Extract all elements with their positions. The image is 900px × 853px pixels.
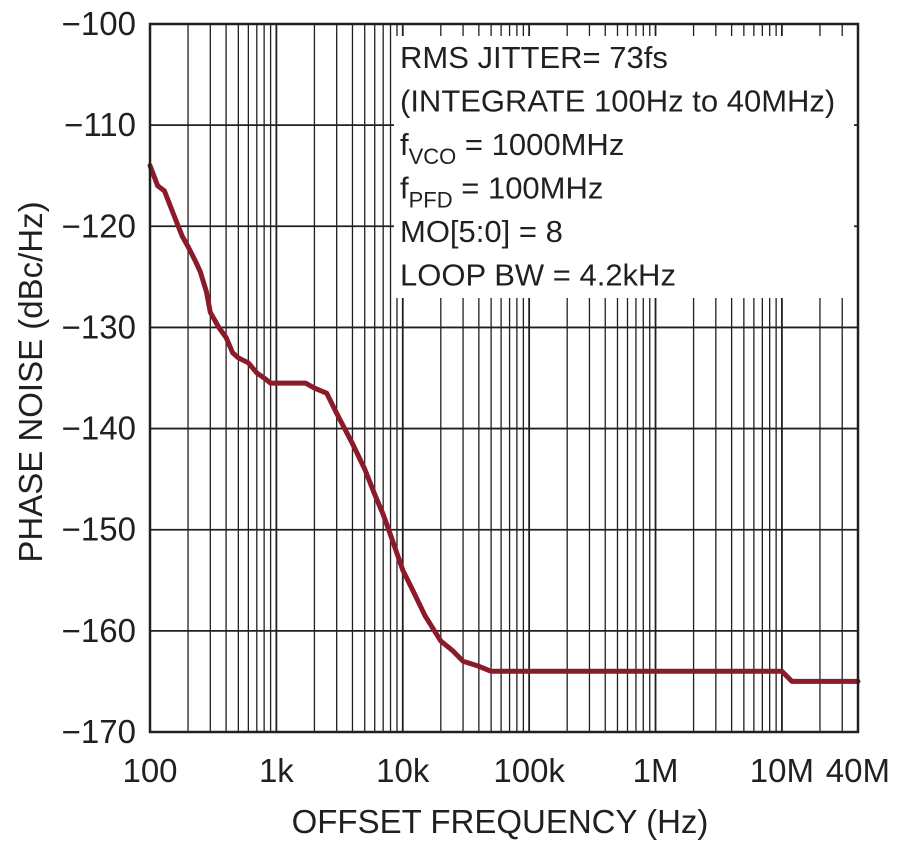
x-tick-labels: 100 1k 10k 100k 1M 10M 40M — [122, 752, 890, 789]
plot-frame — [148, 22, 860, 734]
x-tick-label: 40M — [826, 752, 890, 789]
y-tick-labels: −100 −110 −120 −130 −140 −150 −160 −170 — [62, 5, 136, 750]
annotation-line: fPFD = 100MHz — [400, 171, 603, 213]
x-tick-label: 10k — [376, 752, 430, 789]
x-axis-title: OFFSET FREQUENCY (Hz) — [292, 803, 709, 840]
x-tick-label: 100 — [122, 752, 177, 789]
annotation-line: LOOP BW = 4.2kHz — [400, 258, 676, 293]
series-group — [147, 163, 861, 684]
annotation-line: fVCO = 1000MHz — [400, 127, 624, 169]
x-tick-label: 1M — [633, 752, 679, 789]
x-tick-label: 1k — [259, 752, 294, 789]
annotation-line: (INTEGRATE 100Hz to 40MHz) — [400, 84, 835, 119]
annotation-line: MO[5:0] = 8 — [400, 214, 563, 249]
y-tick-label: −110 — [64, 106, 136, 143]
x-tick-label: 100k — [493, 752, 565, 789]
y-tick-label: −120 — [62, 207, 136, 244]
phase-noise-line — [147, 163, 861, 684]
annotation-background — [394, 36, 854, 298]
y-tick-label: −150 — [62, 511, 136, 548]
y-tick-label: −160 — [62, 612, 136, 649]
y-tick-label: −170 — [62, 713, 136, 750]
y-tick-label: −100 — [62, 5, 136, 42]
y-axis-title: PHASE NOISE (dBc/Hz) — [12, 201, 49, 562]
annotation-line: RMS JITTER= 73fs — [400, 40, 668, 75]
grid — [150, 24, 859, 732]
y-tick-label: −140 — [62, 410, 136, 447]
x-tick-label: 10M — [750, 752, 814, 789]
y-tick-label: −130 — [62, 308, 136, 345]
annotation-box: RMS JITTER= 73fs (INTEGRATE 100Hz to 40MH… — [394, 36, 854, 298]
